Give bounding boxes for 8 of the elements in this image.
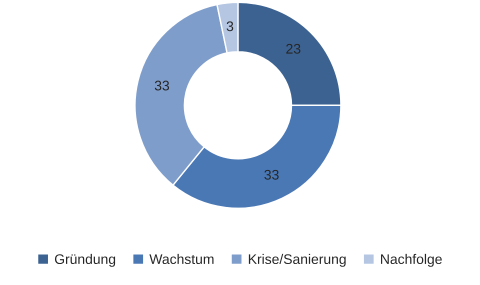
legend-label: Wachstum (149, 254, 214, 264)
data-label: 33 (264, 170, 279, 180)
legend-label: Krise/Sanierung (248, 254, 346, 267)
data-label: 23 (286, 44, 300, 54)
legend-label: Gründung (54, 254, 116, 267)
data-label: 33 (154, 80, 170, 91)
legend-label: Nachfolge (381, 254, 442, 267)
data-label: 3 (226, 21, 234, 32)
